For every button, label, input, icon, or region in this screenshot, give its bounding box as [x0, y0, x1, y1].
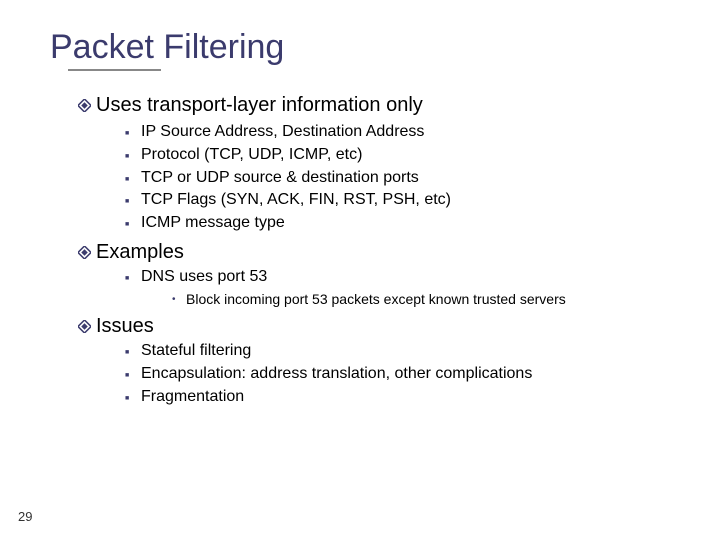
square-icon: ■ [125, 145, 141, 160]
square-icon: ■ [125, 267, 141, 282]
list-item: ■DNS uses port 53 [125, 267, 670, 288]
item-text: Stateful filtering [141, 341, 251, 362]
square-icon: ■ [125, 387, 141, 402]
section-heading: Uses transport-layer information only [78, 93, 670, 118]
diamond-icon [78, 240, 96, 259]
square-icon: ■ [125, 213, 141, 228]
list-item: ■IP Source Address, Destination Address [125, 122, 670, 143]
heading-text: Issues [96, 314, 154, 339]
square-icon: ■ [125, 364, 141, 379]
square-icon: ■ [125, 341, 141, 356]
heading-text: Examples [96, 240, 184, 265]
list-item: ■Stateful filtering [125, 341, 670, 362]
item-text: Encapsulation: address translation, othe… [141, 364, 532, 385]
diamond-icon [78, 314, 96, 333]
list-item: ■ICMP message type [125, 213, 670, 234]
list-item: ■Encapsulation: address translation, oth… [125, 364, 670, 385]
item-text: ICMP message type [141, 213, 285, 234]
item-text: DNS uses port 53 [141, 267, 267, 288]
sublist-item: •Block incoming port 53 packets except k… [172, 290, 670, 308]
heading-text: Uses transport-layer information only [96, 93, 423, 118]
list-item: ■Fragmentation [125, 387, 670, 408]
section-heading: Issues [78, 314, 670, 339]
item-text: Protocol (TCP, UDP, ICMP, etc) [141, 145, 362, 166]
item-text: IP Source Address, Destination Address [141, 122, 424, 143]
list-item: ■Protocol (TCP, UDP, ICMP, etc) [125, 145, 670, 166]
item-text: TCP Flags (SYN, ACK, FIN, RST, PSH, etc) [141, 190, 451, 211]
title-underline [68, 69, 161, 71]
list-item: ■TCP or UDP source & destination ports [125, 168, 670, 189]
diamond-icon [78, 93, 96, 112]
square-icon: ■ [125, 122, 141, 137]
item-text: Fragmentation [141, 387, 244, 408]
square-icon: ■ [125, 168, 141, 183]
dot-icon: • [172, 290, 186, 305]
item-text: TCP or UDP source & destination ports [141, 168, 419, 189]
section-heading: Examples [78, 240, 670, 265]
slide: Packet Filtering Uses transport-layer in… [0, 0, 720, 540]
slide-title: Packet Filtering [50, 28, 670, 67]
square-icon: ■ [125, 190, 141, 205]
list-item: ■TCP Flags (SYN, ACK, FIN, RST, PSH, etc… [125, 190, 670, 211]
subitem-text: Block incoming port 53 packets except kn… [186, 290, 566, 308]
page-number: 29 [18, 509, 32, 524]
